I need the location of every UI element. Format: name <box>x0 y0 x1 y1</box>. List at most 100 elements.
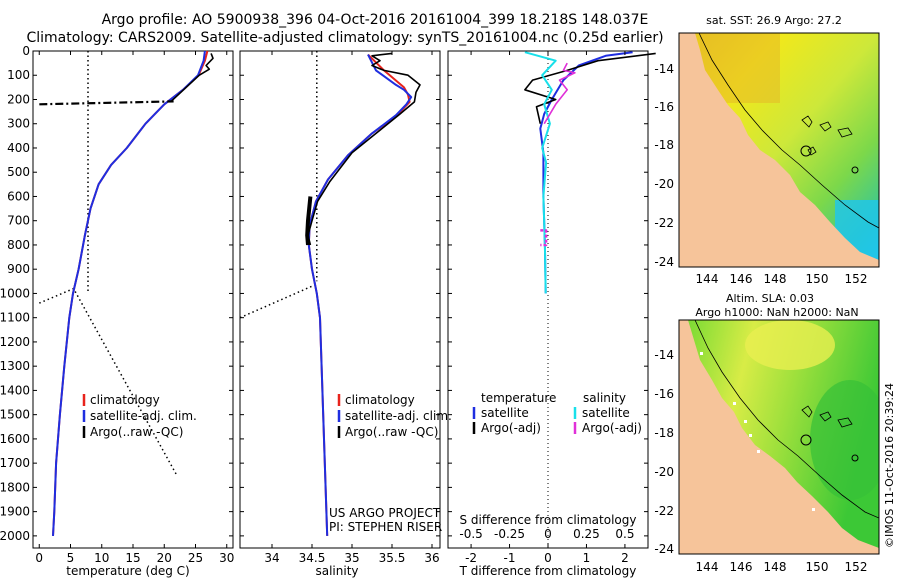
map1-lon-tick: 144 <box>696 272 719 286</box>
y-tick-label: 1900 <box>0 505 30 519</box>
series-line <box>52 50 206 536</box>
series-line <box>307 54 413 536</box>
map1-lat-tick: -18 <box>654 138 674 152</box>
x-tick-label: 34.5 <box>299 551 326 565</box>
series-line <box>539 51 633 294</box>
x-tick-label: 2 <box>621 551 629 565</box>
map1-lon-tick: 152 <box>845 272 868 286</box>
x-tick-label: 35 <box>344 551 359 565</box>
series-line <box>524 51 557 294</box>
map1-lat-tick: -22 <box>654 216 674 230</box>
x-tick-label: 10 <box>94 551 109 565</box>
map1-lat-ticks: -14 -16 -18 -20 -22 -24 <box>654 62 674 269</box>
s-tick-label: 0 <box>544 527 552 541</box>
sst-reefs <box>801 115 853 156</box>
x-tick-label: 0 <box>544 551 552 565</box>
legend-label-s-argo: Argo(-adj) <box>582 421 642 435</box>
map2-lat-tick: -16 <box>654 387 674 401</box>
temperature-legend: climatology satellite-adj. clim. Argo(..… <box>82 393 197 439</box>
legend-label-t-argo: Argo(-adj) <box>481 421 541 435</box>
sla-reef-marker <box>851 454 859 462</box>
salinity-panel-frame <box>239 50 441 549</box>
y-tick-label: 700 <box>7 214 30 228</box>
s-tick-label: 0.25 <box>573 527 600 541</box>
s-tick-label: -0.5 <box>459 527 482 541</box>
map1-lon-tick: 150 <box>806 272 829 286</box>
y-tick-label: 100 <box>7 68 30 82</box>
x-tick-label: 15 <box>125 551 140 565</box>
series-line <box>39 100 174 106</box>
sla-low-patch <box>810 380 879 500</box>
argo-deep-segment <box>305 196 313 246</box>
sst-argo-marker <box>800 145 812 157</box>
y-tick-label: 500 <box>7 165 30 179</box>
y-tick-label: 0 <box>22 44 30 58</box>
t-diff-axis-title: T difference from climatology <box>459 564 637 578</box>
salinity-legend: climatology satellite-adj. clim. Argo(..… <box>329 393 452 534</box>
map1-lon-ticks: 144 146 148 150 152 <box>696 272 868 286</box>
y-tick-label: 1200 <box>0 335 30 349</box>
y-tick-label: 1700 <box>0 456 30 470</box>
map1-lat-tick: -20 <box>654 177 674 191</box>
difference-legend: temperature salinity satellite Argo(-adj… <box>460 391 642 527</box>
legend-label-climatology: climatology <box>345 393 415 407</box>
y-tick-label: 300 <box>7 117 30 131</box>
map1-title: sat. SST: 26.9 Argo: 27.2 <box>706 14 842 27</box>
temperature-panel-frame <box>32 50 234 549</box>
legend-label-t-satellite: satellite <box>481 406 529 420</box>
reference-line <box>239 285 313 319</box>
x-tick-label: 1 <box>583 551 591 565</box>
salinity-chart: 34 34.5 35 35.5 36 <box>239 50 440 565</box>
station <box>749 434 752 437</box>
y-tick-label: 1600 <box>0 432 30 446</box>
sst-isobath <box>698 33 879 229</box>
map2-lon-tick: 148 <box>764 560 787 574</box>
map2-lon-tick: 146 <box>730 560 753 574</box>
x-tick-label: 5 <box>67 551 75 565</box>
x-tick-label: 20 <box>157 551 172 565</box>
map1-lat-tick: -24 <box>654 255 674 269</box>
map2-lat-tick: -22 <box>654 504 674 518</box>
temperature-chart: 0 5 10 15 20 25 300100200300400500600700800900… <box>0 44 234 565</box>
legend-label-climatology: climatology <box>90 393 160 407</box>
map1-lat-tick: -16 <box>654 100 674 114</box>
map2-lon-tick: 144 <box>696 560 719 574</box>
map1-lon-tick: 146 <box>730 272 753 286</box>
station <box>812 508 815 511</box>
y-tick-label: 900 <box>7 262 30 276</box>
map2-lon-ticks: 144 146 148 150 152 <box>696 560 868 574</box>
map2-lat-tick: -14 <box>654 348 674 362</box>
sst-map <box>679 33 879 267</box>
y-tick-label: 1300 <box>0 359 30 373</box>
temperature-axis-title: temperature (deg C) <box>66 564 189 578</box>
map1-lat-tick: -14 <box>654 62 674 76</box>
y-tick-label: 1400 <box>0 383 30 397</box>
map2-lat-tick: -20 <box>654 465 674 479</box>
legend-label-argo: Argo(..raw -QC) <box>90 425 183 439</box>
map2-lon-tick: 150 <box>806 560 829 574</box>
s-axis-title: S difference from climatology <box>460 513 637 527</box>
map2-lat-tick: -24 <box>654 542 674 556</box>
station <box>733 402 736 405</box>
y-tick-label: 800 <box>7 238 30 252</box>
x-tick-label: 0 <box>35 551 43 565</box>
y-tick-label: 200 <box>7 92 30 106</box>
sst-reef-marker <box>851 166 859 174</box>
legend-title-temperature: temperature <box>481 391 556 405</box>
map2-lat-tick: -18 <box>654 426 674 440</box>
legend-title-salinity: salinity <box>583 391 626 405</box>
sla-argo-marker <box>800 434 812 446</box>
sla-map <box>679 320 879 554</box>
sla-high-patch <box>745 320 835 370</box>
y-tick-label: 400 <box>7 141 30 155</box>
map2-lon-tick: 152 <box>845 560 868 574</box>
credit-pi: PI: STEPHEN RISER <box>329 520 442 534</box>
series-line <box>52 50 209 536</box>
salinity-axis-title: salinity <box>315 564 358 578</box>
map2-title-line2: Argo h1000: NaN h2000: NaN <box>695 306 858 319</box>
x-tick-label: -2 <box>465 551 477 565</box>
difference-chart: -2 -1 0 1 2 -0.5 -0.25 0 0.25 0.5 <box>448 50 656 565</box>
credit-project: US ARGO PROJECT <box>329 506 441 520</box>
series-line <box>307 52 421 246</box>
